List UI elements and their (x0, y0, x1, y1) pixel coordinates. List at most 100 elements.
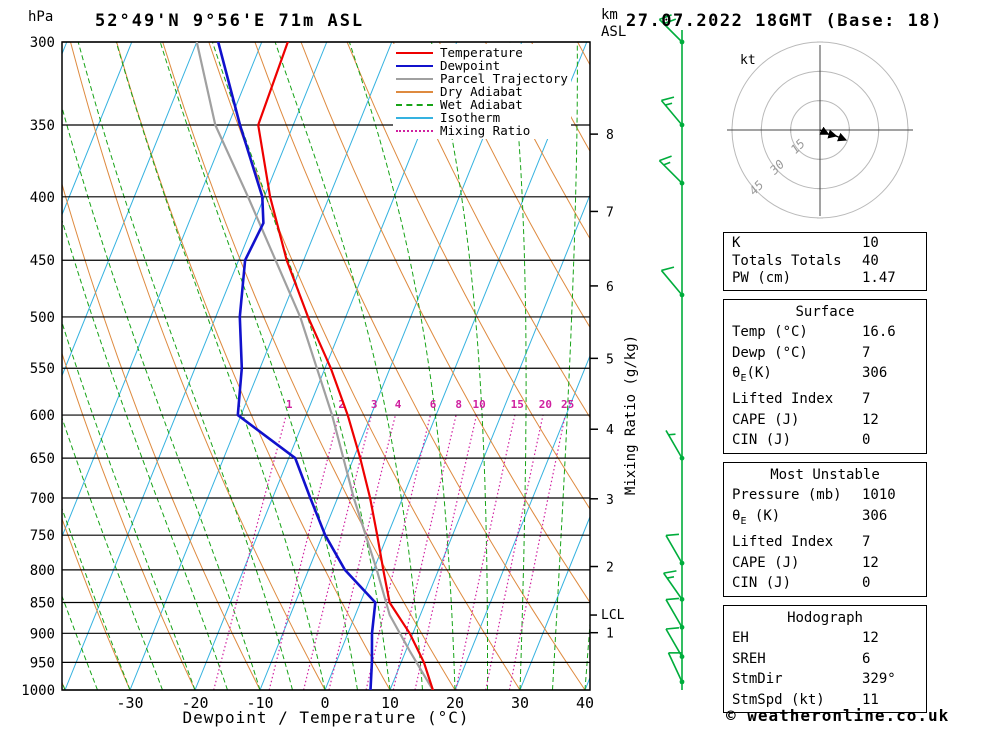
surface-row: θE(K) 306 (724, 363, 926, 389)
pressure-tick-label: 500 (30, 310, 55, 326)
pressure-tick-label: 450 (30, 253, 55, 269)
mixing-ratio-lines (213, 414, 566, 690)
hodograph-row: StmSpd (kt) 11 (724, 690, 926, 711)
dewpoint-curve (216, 42, 377, 690)
km-tick-label: 4 (606, 423, 614, 438)
pressure-tick-label: 700 (30, 491, 55, 507)
wind-barb (662, 570, 685, 602)
hodograph-row: EH 12 (724, 628, 926, 649)
stat-label: Dewp (°C) (732, 344, 808, 361)
temp-tick-label: -30 (116, 694, 143, 712)
stat-label: StmSpd (kt) (732, 691, 825, 708)
stat-label: SREH (732, 650, 766, 667)
legend-item-dry-adiabat: Dry Adiabat (396, 84, 568, 99)
pressure-tick-label: 800 (30, 563, 55, 579)
legend-label: Mixing Ratio (440, 123, 531, 138)
asl-label: ASL (601, 24, 627, 40)
legend-item-temperature: Temperature (396, 45, 568, 60)
legend-label: Isotherm (440, 110, 501, 125)
indices-row: K 10 (724, 235, 926, 253)
temperature-curve (257, 42, 434, 690)
legend-item-dewpoint: Dewpoint (396, 58, 568, 73)
stat-value: 12 (862, 411, 879, 428)
km-tick-label: 1 (606, 627, 614, 642)
surface-row: CAPE (J) 12 (724, 410, 926, 431)
surface-row: Lifted Index 7 (724, 389, 926, 410)
table-title-surface: Surface (795, 303, 855, 320)
most-unstable-row: Pressure (mb) 1010 (724, 485, 926, 506)
mixing-ratio-label: 10 (472, 398, 485, 411)
table-title-most-unstable: Most Unstable (770, 466, 880, 483)
pressure-tick-label: 900 (30, 626, 55, 642)
svg-text:15: 15 (788, 136, 808, 156)
pressure-tick-label: 300 (30, 35, 55, 51)
km-tick-label: 3 (606, 493, 614, 508)
pressure-tick-label: 750 (30, 528, 55, 544)
temp-tick-label: -20 (181, 694, 208, 712)
pressure-tick-label: 850 (30, 596, 55, 612)
pressure-tick-label: 350 (30, 118, 55, 134)
temp-tick-labels: -30 -20 -10 0 10 20 30 40 (116, 694, 594, 712)
most-unstable-row: CIN (J) 0 (724, 573, 926, 594)
stat-label: Lifted Index (732, 534, 834, 551)
plot-border (61, 41, 591, 691)
pressure-tick-label: 950 (30, 655, 55, 671)
pressure-tick-label: 600 (30, 408, 55, 424)
skewt-chart: 1 2 3 4 6 8 10 15 20 2530035040045050055060065070… (21, 14, 685, 712)
stat-label: θE (K) (732, 507, 781, 527)
stat-label: EH (732, 630, 749, 647)
most-unstable-row: Lifted Index 7 (724, 532, 926, 553)
km-tick-label: 6 (606, 280, 614, 295)
temp-tick-label: 20 (446, 694, 464, 712)
pressure-tick-label: 1000 (21, 683, 55, 699)
stat-label: CIN (J) (732, 575, 792, 592)
legend-item-parcel-trajectory: Parcel Trajectory (396, 71, 568, 86)
stat-label: Temp (°C) (732, 324, 808, 340)
hodograph-row: SREH 6 (724, 649, 926, 670)
stat-value: 7 (862, 344, 871, 361)
km-label: km (601, 7, 618, 23)
legend-label: Dewpoint (440, 58, 501, 73)
table-most-unstable: Most Unstable Pressure (mb) 1010 θE (K) 306 L… (723, 461, 927, 597)
stat-value: 7 (862, 391, 871, 408)
stat-value: 329° (862, 671, 896, 688)
isotherm-lines (62, 42, 590, 690)
km-ticks: 8 7 6 5 4 3 2 1 LCL (590, 128, 625, 642)
wind-barb (660, 96, 685, 128)
legend: Temperature Dewpoint Parcel Trajectory Dry … (393, 44, 571, 139)
stat-label: CAPE (J) (732, 554, 800, 571)
indices-row: PW (cm) 1.47 (724, 270, 926, 288)
legend-item-mixing-ratio: Mixing Ratio (396, 123, 568, 138)
pressure-axis-unit: hPa (28, 9, 54, 25)
wind-barb (665, 430, 685, 461)
legend-label: Wet Adiabat (440, 97, 523, 112)
stat-value: 1010 (862, 487, 896, 504)
wind-barb (658, 14, 685, 45)
stat-label: StmDir (732, 671, 783, 688)
parcel-trajectory-curve (195, 42, 434, 690)
wind-barb (665, 597, 685, 630)
stat-value: 10 (862, 235, 879, 251)
wind-barb-column (658, 14, 685, 690)
stat-label: Totals Totals (732, 252, 842, 269)
legend-item-wet-adiabat: Wet Adiabat (396, 97, 568, 112)
legend-label: Temperature (440, 45, 523, 60)
temp-tick-label: 0 (320, 694, 329, 712)
altitude-axis-unit: km ASL (601, 7, 626, 41)
pressure-tick-label: 550 (30, 361, 55, 377)
surface-row: CIN (J) 0 (724, 430, 926, 451)
stat-label: CAPE (J) (732, 411, 800, 428)
surface-row: Dewp (°C) 7 (724, 343, 926, 364)
most-unstable-row: CAPE (J) 12 (724, 553, 926, 574)
wind-barb (660, 266, 685, 298)
wind-barb (665, 533, 685, 566)
stat-value: 7 (862, 534, 871, 551)
temp-tick-label: -10 (246, 694, 273, 712)
most-unstable-row: θE (K) 306 (724, 506, 926, 532)
mixing-ratio-label: 6 (430, 398, 437, 411)
stat-value: 12 (862, 554, 879, 571)
mixing-ratio-label: 8 (455, 398, 462, 411)
indices-row: Totals Totals 40 (724, 253, 926, 271)
